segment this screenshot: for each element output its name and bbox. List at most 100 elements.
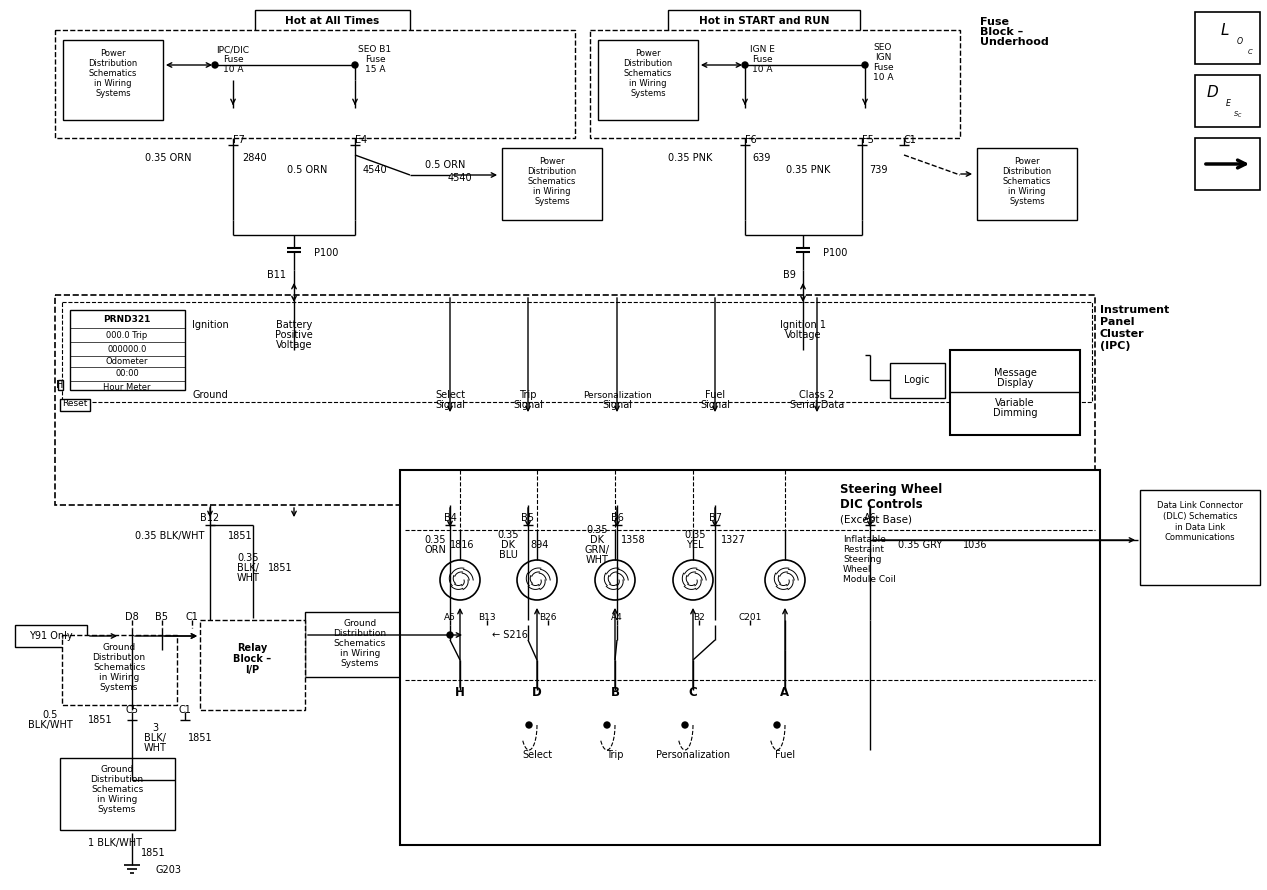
Text: Signal: Signal	[513, 400, 544, 410]
Text: Fuse: Fuse	[223, 55, 243, 64]
Bar	[54, 295, 1095, 505]
Text: Ground: Ground	[193, 390, 228, 400]
Text: Fuel: Fuel	[704, 390, 725, 400]
Text: Distribution: Distribution	[623, 59, 673, 68]
Text: Underhood: Underhood	[979, 37, 1049, 47]
Text: Dimming: Dimming	[993, 408, 1038, 418]
Bar	[1195, 75, 1259, 127]
Text: Power: Power	[635, 48, 661, 58]
Bar	[15, 625, 87, 647]
Text: C1: C1	[903, 135, 917, 145]
Text: $D$: $D$	[1206, 84, 1220, 100]
Text: I/P: I/P	[245, 665, 258, 675]
Circle shape	[447, 632, 454, 638]
Bar	[590, 30, 960, 138]
Text: (DLC) Schematics: (DLC) Schematics	[1163, 512, 1238, 521]
Text: B7: B7	[708, 513, 721, 523]
Circle shape	[742, 62, 748, 68]
Text: B4: B4	[443, 513, 456, 523]
Bar	[200, 620, 305, 710]
Text: 0.35 PNK: 0.35 PNK	[786, 165, 830, 175]
Text: GRN/: GRN/	[584, 545, 609, 555]
Text: 0.35: 0.35	[684, 530, 706, 540]
Text: Block –: Block –	[233, 654, 271, 664]
Text: Systems: Systems	[1010, 197, 1045, 206]
Text: B11: B11	[267, 270, 286, 280]
Text: 1 BLK/WHT: 1 BLK/WHT	[87, 838, 142, 848]
Text: in Wiring: in Wiring	[96, 796, 137, 805]
Text: Reset: Reset	[62, 400, 87, 409]
Text: Distribution: Distribution	[527, 166, 576, 175]
Text: DK: DK	[590, 535, 604, 545]
Text: Systems: Systems	[98, 805, 136, 814]
Text: B13: B13	[478, 612, 495, 621]
Text: Schematics: Schematics	[1002, 176, 1052, 185]
Text: Schematics: Schematics	[91, 786, 143, 795]
Text: in Wiring: in Wiring	[630, 78, 666, 87]
Text: Steering: Steering	[843, 555, 882, 564]
Text: 1851: 1851	[188, 733, 213, 743]
Text: 739: 739	[869, 165, 887, 175]
Text: Inflatable: Inflatable	[843, 536, 886, 545]
Text: Distribution: Distribution	[89, 59, 138, 68]
Text: 1851: 1851	[267, 563, 293, 573]
Text: 0.35 GRY: 0.35 GRY	[898, 540, 943, 550]
Text: 0.5: 0.5	[42, 710, 58, 720]
Text: 0.35 BLK/WHT: 0.35 BLK/WHT	[136, 531, 205, 541]
Text: (IPC): (IPC)	[1100, 341, 1130, 351]
Text: BLU: BLU	[498, 550, 517, 560]
Text: Restraint: Restraint	[843, 546, 884, 554]
Text: B26: B26	[540, 612, 556, 621]
Text: Schematics: Schematics	[334, 640, 386, 649]
Text: Schematics: Schematics	[623, 69, 673, 77]
Text: Odometer: Odometer	[105, 357, 148, 366]
Text: 1816: 1816	[450, 540, 474, 550]
Bar	[889, 363, 945, 398]
Text: B12: B12	[200, 513, 219, 523]
Text: D8: D8	[125, 612, 139, 622]
Circle shape	[682, 722, 688, 728]
Text: in Data Link: in Data Link	[1175, 522, 1225, 531]
Text: 1358: 1358	[621, 535, 645, 545]
Text: WHT: WHT	[237, 573, 260, 583]
Text: Distribution: Distribution	[1002, 166, 1052, 175]
Bar	[1195, 138, 1259, 190]
Circle shape	[862, 62, 868, 68]
Circle shape	[212, 62, 218, 68]
Text: Instrument: Instrument	[1100, 305, 1169, 315]
Text: Panel: Panel	[1100, 317, 1134, 327]
Text: P100: P100	[314, 248, 338, 258]
Text: P100: P100	[824, 248, 848, 258]
Text: DIC Controls: DIC Controls	[840, 498, 922, 512]
Bar	[668, 10, 860, 32]
Text: 639: 639	[753, 153, 772, 163]
Text: Variable: Variable	[995, 398, 1035, 408]
Circle shape	[352, 62, 359, 68]
Text: Personalization: Personalization	[583, 391, 651, 400]
Bar	[54, 30, 575, 138]
Text: YEL: YEL	[687, 540, 703, 550]
Text: SEO B1: SEO B1	[359, 45, 392, 54]
Circle shape	[774, 722, 780, 728]
Text: in Wiring: in Wiring	[533, 187, 570, 196]
Text: C201: C201	[739, 612, 761, 621]
Text: C5: C5	[125, 705, 138, 715]
Text: Cluster: Cluster	[1100, 329, 1144, 339]
Text: Select: Select	[522, 750, 552, 760]
Text: DK: DK	[500, 540, 514, 550]
Text: 1327: 1327	[721, 535, 745, 545]
Text: 10 A: 10 A	[223, 66, 243, 75]
Text: 1851: 1851	[141, 848, 165, 858]
Text: Voltage: Voltage	[276, 340, 312, 350]
Text: Ignition: Ignition	[191, 320, 228, 330]
Bar	[977, 148, 1077, 220]
Text: C: C	[689, 686, 697, 700]
Bar	[950, 350, 1079, 435]
Text: Trip: Trip	[606, 750, 623, 760]
Bar	[1195, 12, 1259, 64]
Text: 000000.0: 000000.0	[108, 344, 147, 353]
Text: ← S216: ← S216	[492, 630, 528, 640]
Text: 3: 3	[152, 723, 158, 733]
Text: Fuse: Fuse	[873, 63, 893, 72]
Text: (Except Base): (Except Base)	[840, 515, 912, 525]
